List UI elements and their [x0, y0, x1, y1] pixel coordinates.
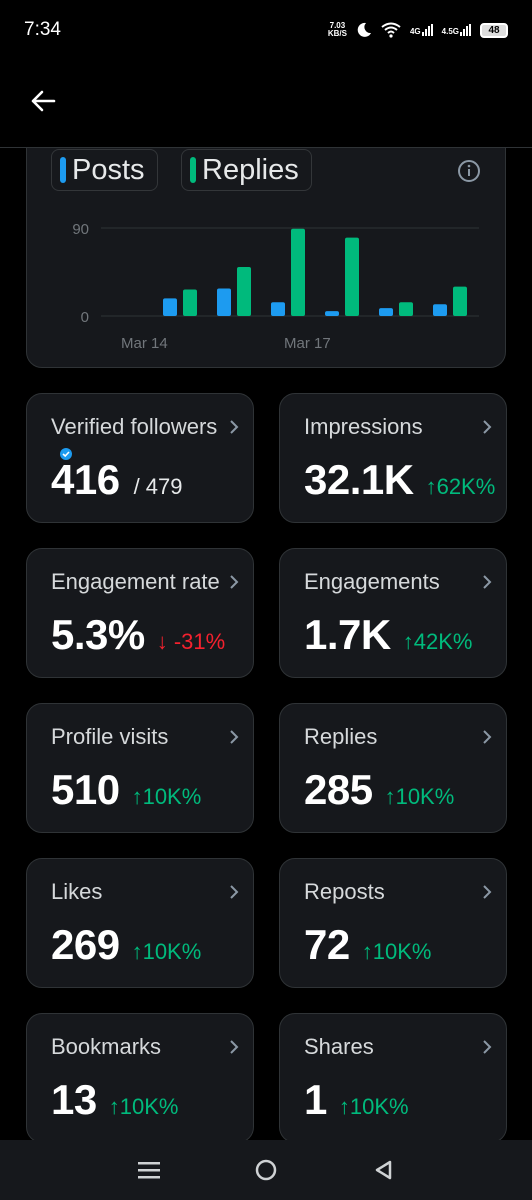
chevron-right-icon [483, 1040, 492, 1054]
signal-45g-label: 4.5G [441, 27, 459, 36]
metric-card-engagements[interactable]: Engagements 1.7K ↑42K% [279, 548, 507, 678]
info-icon[interactable] [457, 159, 481, 183]
metric-value: 1 [304, 1076, 327, 1123]
x-tick-label: Mar 14 [121, 335, 168, 352]
arrow-left-icon[interactable] [28, 86, 58, 116]
network-speed: 7.03 KB/S [328, 22, 347, 38]
metric-delta: ↑62K% [425, 474, 496, 499]
metric-card-shares[interactable]: Shares 1 ↑10K% [279, 1013, 507, 1143]
signal-4g: 4G [410, 24, 433, 36]
chevron-right-icon [230, 575, 239, 589]
bar-replies [291, 228, 305, 316]
bar-posts [271, 302, 285, 316]
metric-label: Shares [304, 1034, 374, 1059]
metric-value: 416 [51, 456, 120, 503]
metric-label: Likes [51, 879, 103, 904]
signal-4g-label: 4G [409, 27, 421, 36]
chevron-right-icon [230, 420, 239, 434]
metric-card-likes[interactable]: Likes 269 ↑10K% [26, 858, 254, 988]
metric-value: 269 [51, 921, 120, 968]
bar-posts [163, 298, 177, 316]
bar-posts [217, 288, 231, 316]
bar-replies [237, 267, 251, 316]
legend-replies-label: Replies [202, 153, 299, 186]
network-speed-unit: KB/S [327, 29, 347, 38]
metric-value: 5.3% [51, 611, 145, 658]
chevron-right-icon [483, 730, 492, 744]
metric-delta: ↑10K% [131, 784, 202, 809]
metric-delta: ↑10K% [131, 939, 202, 964]
bar-posts [433, 304, 447, 316]
metric-value: 72 [304, 921, 350, 968]
legend-posts-label: Posts [72, 153, 145, 186]
verified-badge-icon [60, 448, 72, 461]
metric-label: Bookmarks [51, 1034, 162, 1059]
bar-posts [325, 311, 339, 316]
metric-card-profile-visits[interactable]: Profile visits 510 ↑10K% [26, 703, 254, 833]
chevron-right-icon [483, 420, 492, 434]
bar-replies [399, 302, 413, 316]
bar-posts [379, 308, 393, 316]
y-tick-label: 90 [72, 221, 89, 238]
chevron-right-icon [230, 1040, 239, 1054]
metric-total: / 479 [133, 474, 183, 499]
metric-delta: ↑10K% [361, 939, 432, 964]
metric-card-bookmarks[interactable]: Bookmarks 13 ↑10K% [26, 1013, 254, 1143]
network-speed-value: 7.03 [329, 21, 346, 30]
metric-value: 285 [304, 766, 373, 813]
metric-delta: ↑10K% [338, 1094, 409, 1119]
menu-icon[interactable] [135, 1156, 163, 1184]
battery-indicator: 48 [480, 22, 508, 38]
bar-replies [183, 289, 197, 316]
chevron-right-icon [483, 575, 492, 589]
metric-delta: ↑10K% [108, 1094, 179, 1119]
back-triangle-icon[interactable] [369, 1156, 397, 1184]
metric-value: 13 [51, 1076, 97, 1123]
metric-label: Engagement rate [51, 569, 220, 594]
system-nav-bar [0, 1140, 532, 1200]
metric-label: Verified followers [51, 414, 221, 466]
legend-replies[interactable]: Replies [181, 149, 312, 191]
moon-icon [357, 22, 371, 37]
home-circle-icon[interactable] [252, 1156, 280, 1184]
metric-value: 1.7K [304, 611, 391, 658]
replies-swatch [190, 157, 196, 183]
metric-label: Engagements [304, 569, 440, 594]
metric-card-impressions[interactable]: Impressions 32.1K ↑62K% [279, 393, 507, 523]
chevron-right-icon [230, 730, 239, 744]
metric-value: 32.1K [304, 456, 414, 503]
metric-label: Impressions [304, 414, 423, 439]
status-time: 7:34 [24, 19, 61, 40]
metric-label: Profile visits [51, 724, 169, 749]
metric-card-engagement-rate[interactable]: Engagement rate 5.3% ↓ -31% [26, 548, 254, 678]
bar-chart: 0 90 Mar 14 Mar 17 [72, 221, 479, 352]
posts-swatch [60, 157, 66, 183]
status-bar: 7:34 7.03 KB/S 4G 4.5G 48 [0, 0, 532, 60]
wifi-icon [381, 22, 401, 38]
metric-label: Replies [304, 724, 378, 749]
metric-value: 510 [51, 766, 120, 813]
metric-delta: ↓ -31% [156, 629, 226, 654]
chevron-right-icon [230, 885, 239, 899]
metric-label: Reposts [304, 879, 385, 904]
legend-posts[interactable]: Posts [51, 149, 158, 191]
y-tick-label: 0 [81, 309, 89, 326]
metric-delta: ↑10K% [384, 784, 455, 809]
metric-card-replies[interactable]: Replies 285 ↑10K% [279, 703, 507, 833]
metric-delta: ↑42K% [402, 629, 473, 654]
bar-replies [453, 286, 467, 316]
metric-card-reposts[interactable]: Reposts 72 ↑10K% [279, 858, 507, 988]
top-app-bar [0, 60, 532, 148]
signal-45g: 4.5G [442, 24, 471, 36]
chevron-right-icon [483, 885, 492, 899]
metric-card-verified-followers[interactable]: Verified followers 416 / 479 [26, 393, 254, 523]
bar-replies [345, 237, 359, 316]
x-tick-label: Mar 17 [284, 335, 331, 352]
chart-card: Posts Replies 0 90 Mar 14 Mar 17 [26, 128, 506, 368]
